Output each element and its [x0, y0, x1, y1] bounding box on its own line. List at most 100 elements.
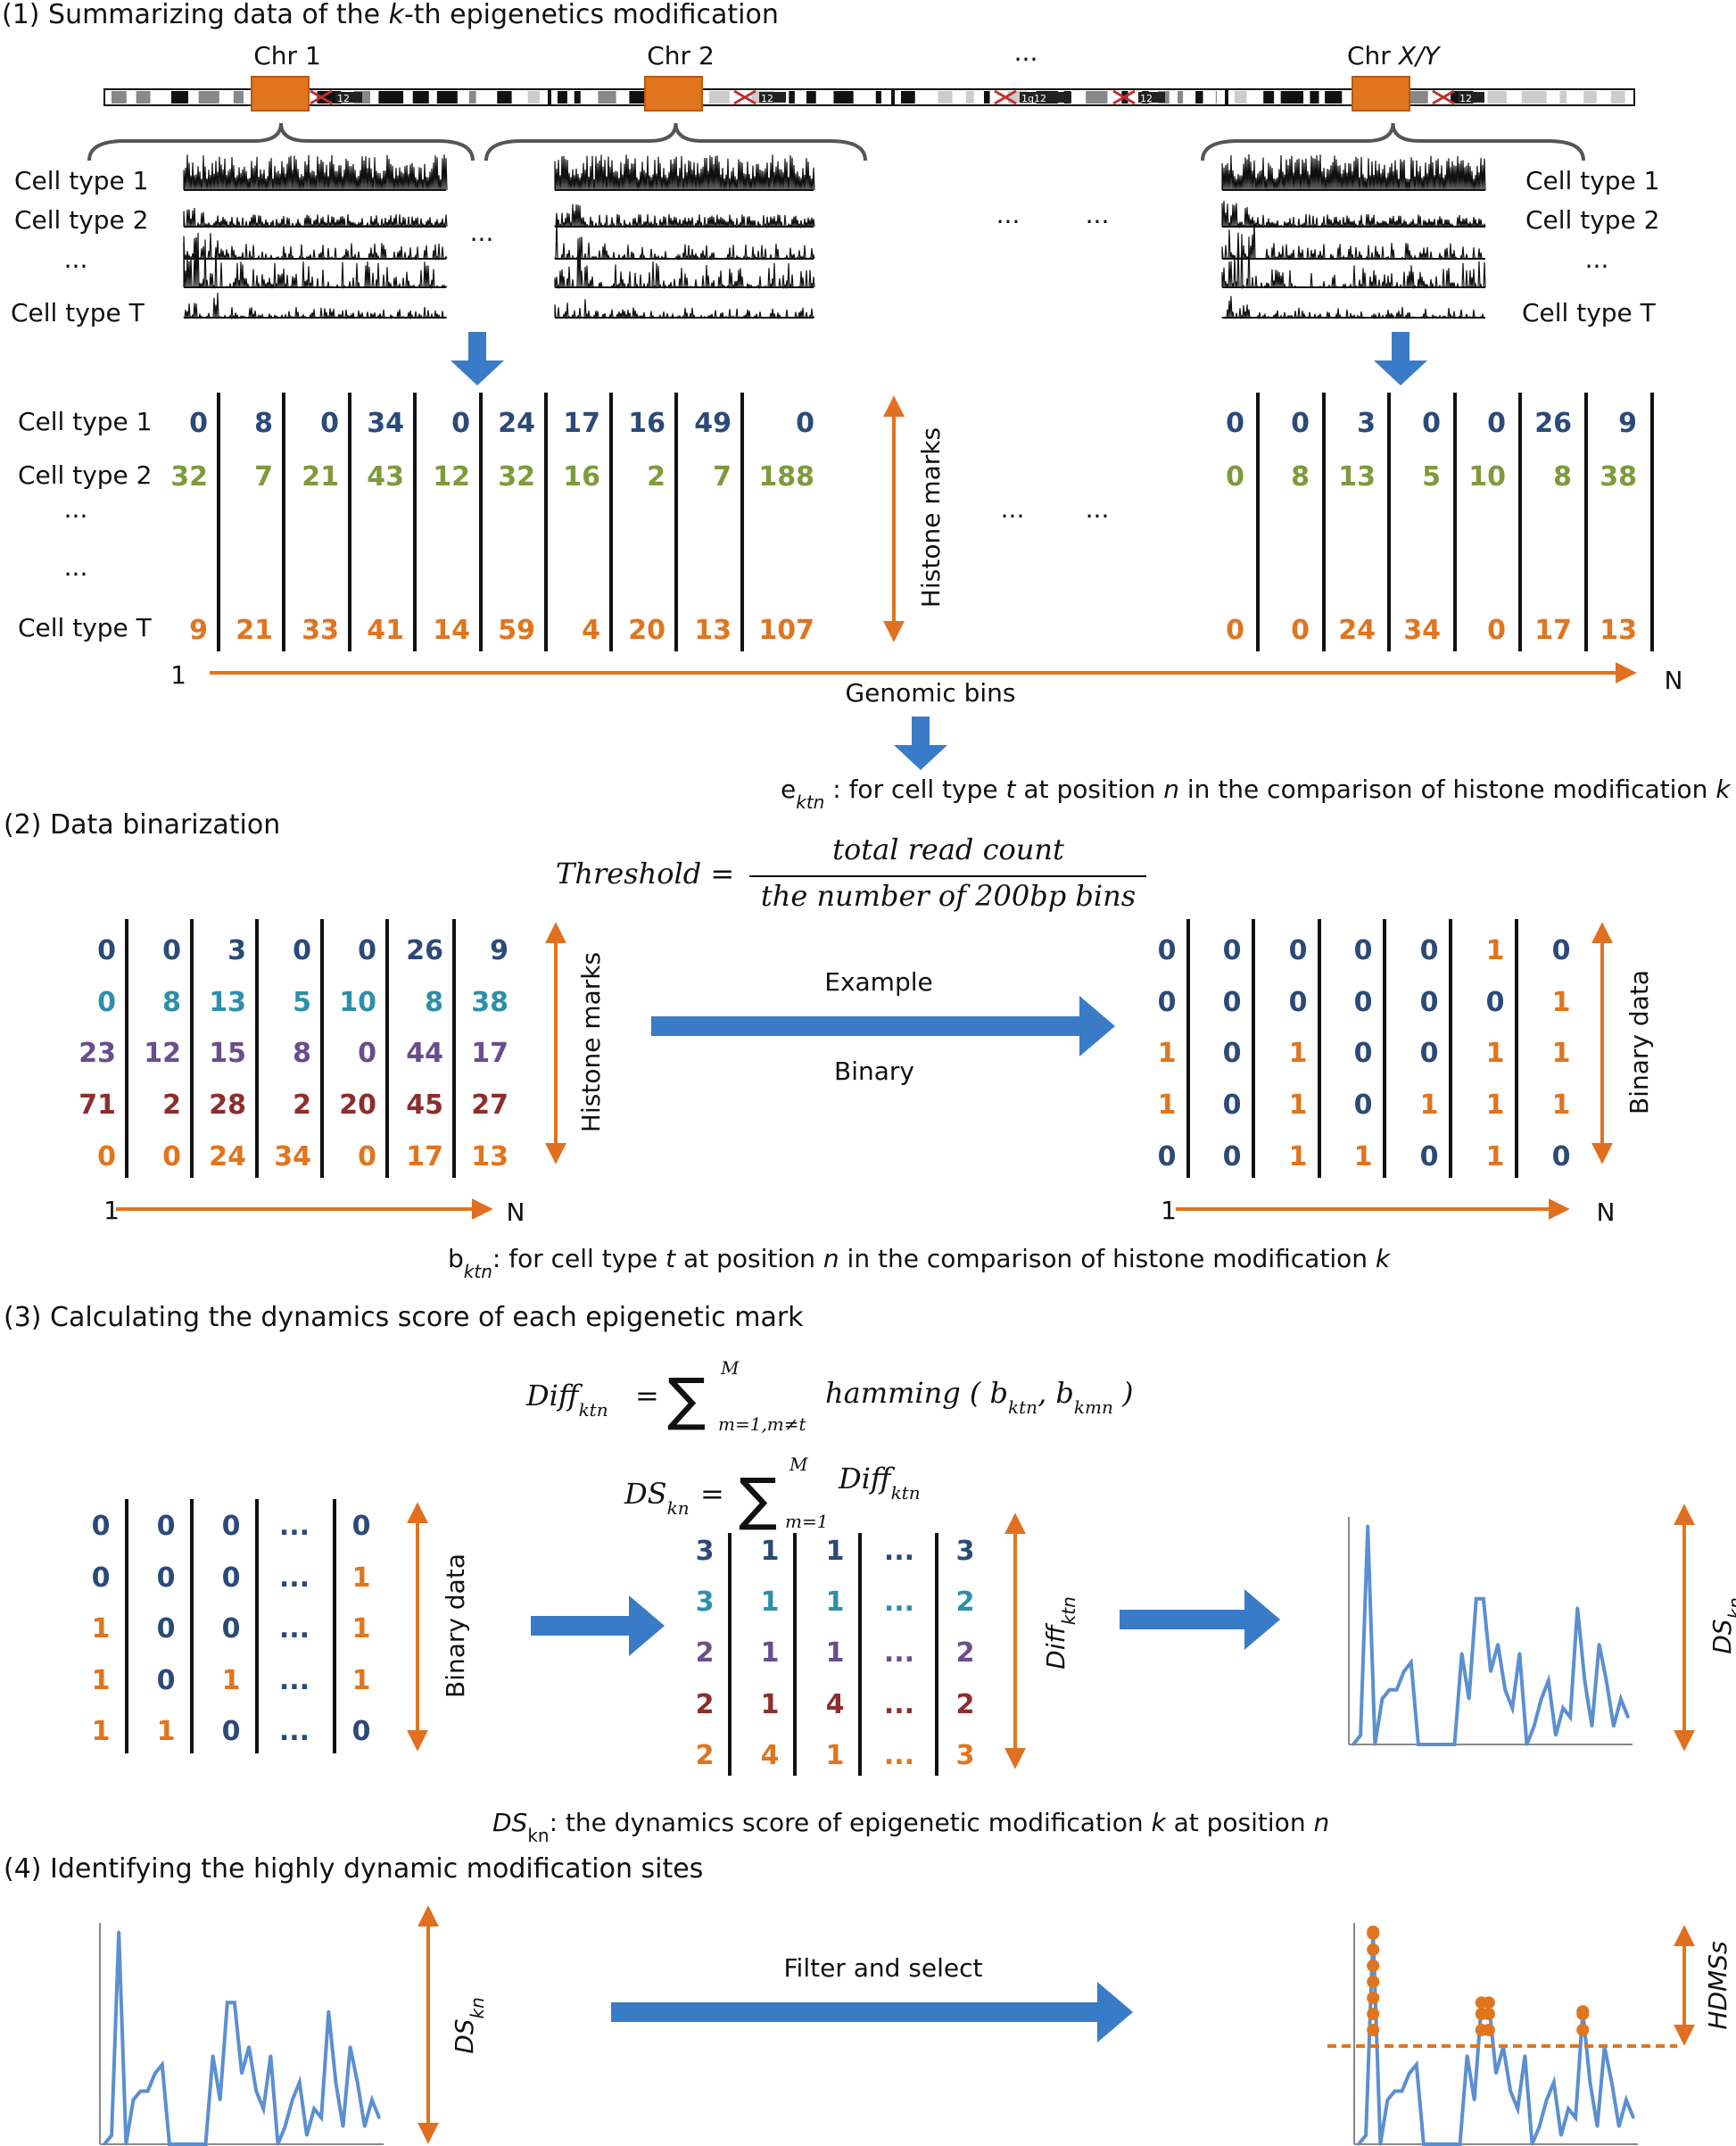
matrix-cell: 0	[97, 935, 116, 966]
hdms-chart-point	[1473, 2098, 1476, 2101]
chromosome-band	[527, 91, 540, 104]
binary-cell: ...	[279, 1716, 310, 1747]
chromosome-band	[1325, 91, 1343, 104]
histone-marks-label: Histone marks	[576, 952, 606, 1132]
ds-chart-point	[1409, 1661, 1413, 1664]
ds-chart-left-point	[334, 2081, 337, 2084]
chromosome-band	[497, 91, 512, 104]
chrxy-label: Chr X/Y	[1347, 41, 1441, 70]
matrix-cell: 59	[498, 615, 535, 646]
ds-chart-left-point	[305, 2134, 309, 2137]
matrix-cell: 107	[758, 615, 814, 646]
matrix-cell: 4	[582, 615, 600, 646]
ds-chart-left-point	[261, 2107, 265, 2110]
matrix-cell: 2	[647, 461, 665, 493]
matrix-cell: 32	[498, 461, 535, 493]
ds-sum-bottom: m=1	[785, 1511, 828, 1532]
diff-cell: ...	[884, 1536, 914, 1567]
ds-chart-point	[1352, 1743, 1355, 1746]
chromosome-band	[558, 91, 567, 104]
ds-chart-point	[1380, 1697, 1384, 1701]
binary-cell: 0	[1354, 1090, 1373, 1121]
diff-cell: 1	[761, 1637, 780, 1669]
chromosome-band	[1521, 91, 1547, 104]
binary-cell: 0	[222, 1511, 241, 1542]
signal-track-chrxy	[1221, 295, 1486, 320]
binary-cell: 1	[1158, 1090, 1177, 1121]
hdms-dot	[1367, 1992, 1380, 2004]
matrix-cell: 45	[406, 1090, 443, 1121]
centromere-mark	[733, 89, 756, 105]
chromosome-band	[1263, 91, 1275, 104]
matrix-cell: 0	[1226, 615, 1244, 646]
hdms-chart-point	[1385, 2098, 1389, 2101]
matrix-cell: 49	[694, 408, 732, 439]
hdms-chart-point	[1393, 2090, 1397, 2092]
diff-cell: 2	[696, 1740, 715, 1771]
ds-chart-point	[1388, 1688, 1392, 1692]
matrix-cell: 0	[162, 1141, 181, 1172]
hdms-chart-point	[1559, 2134, 1563, 2137]
hdms-chart-point	[1443, 2142, 1447, 2146]
blue-arrow-right	[611, 1982, 1133, 2042]
matrix-cell: 26	[406, 935, 443, 966]
matrix-row-label: Cell type 2	[18, 460, 153, 490]
matrix-cell: 7	[254, 461, 273, 493]
hdms-dot	[1576, 2005, 1590, 2018]
ds-chart-left-point	[254, 2090, 258, 2092]
signal-track-chrxy	[1221, 154, 1486, 191]
diff-cell: 2	[956, 1587, 975, 1618]
diff-ktn-label: Diffktn	[1041, 1596, 1079, 1670]
band-label-bg	[335, 92, 362, 103]
signal-track-chr1	[183, 232, 448, 290]
diff-cell: 1	[826, 1637, 845, 1669]
binary-cell: 0	[1354, 935, 1373, 966]
ds-formula-eq: =	[700, 1477, 724, 1511]
axis-end: N	[507, 1197, 525, 1227]
hdms-dot	[1576, 2024, 1590, 2036]
diff-formula-eq: =	[635, 1379, 659, 1413]
hdms-chart-point	[1595, 2125, 1599, 2128]
diff-cell: 3	[956, 1740, 975, 1771]
binary-cell: 0	[157, 1665, 176, 1696]
diff-cell: 2	[696, 1689, 715, 1720]
ds-chart-point	[1568, 1715, 1572, 1719]
signal-track-chr1	[183, 154, 448, 191]
diff-cell: 1	[826, 1587, 845, 1618]
ds-chart-point	[1554, 1734, 1558, 1737]
chromosome-band	[1310, 91, 1319, 104]
binary-cell: 1	[1552, 987, 1571, 1018]
binary-cell: 0	[1158, 987, 1177, 1018]
diff-cell: 3	[696, 1536, 715, 1567]
chromosome-band	[901, 91, 915, 104]
binary-cell: 1	[1486, 1038, 1505, 1069]
hdms-chart-point	[1632, 2116, 1635, 2119]
cell-type-label: Cell type 2	[1525, 205, 1660, 235]
hdms-chart-point	[1415, 2063, 1418, 2067]
chromosome-band	[965, 91, 974, 104]
hdms-chart-point	[1509, 2090, 1512, 2092]
hdms-chart-point	[1531, 2142, 1534, 2146]
diff-cell: ...	[884, 1740, 914, 1771]
binary-cell: 0	[1289, 987, 1308, 1018]
diff-cell: ...	[884, 1637, 914, 1669]
binary-cell: 0	[1420, 1038, 1439, 1069]
ds-chart-left-point	[182, 2142, 186, 2146]
binary-cell: 1	[222, 1665, 241, 1696]
threshold-numerator: total read count	[832, 833, 1064, 866]
matrix-cell: 0	[189, 408, 208, 439]
signal-track-chr2	[554, 237, 815, 290]
matrix-cell: 0	[796, 408, 814, 439]
chromosome-band	[1559, 91, 1567, 104]
signal-track-chr2	[554, 154, 815, 191]
hdms-dot	[1367, 1960, 1380, 1972]
band-label: 1q12	[1021, 93, 1046, 104]
ds-chart-left-point	[284, 2125, 287, 2128]
axis-end: N	[1597, 1197, 1616, 1227]
ds-chart-left-point	[153, 2072, 157, 2076]
matrix-cell: 10	[339, 987, 376, 1018]
diff-cell: 2	[956, 1637, 975, 1669]
diff-cell: 3	[696, 1587, 715, 1618]
ds-chart-series-line	[1352, 1525, 1630, 1746]
binary-cell: ...	[279, 1511, 310, 1542]
